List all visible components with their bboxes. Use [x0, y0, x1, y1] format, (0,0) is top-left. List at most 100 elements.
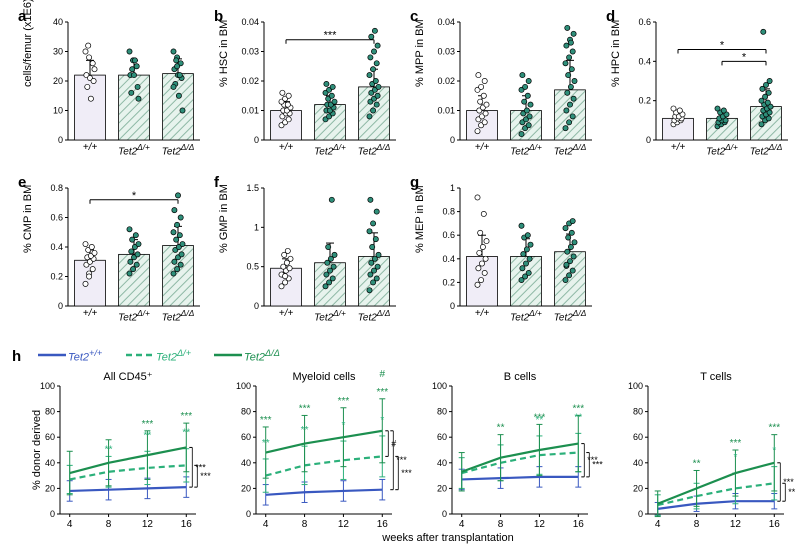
- datapoint: [332, 252, 337, 257]
- svg-text:0.03: 0.03: [437, 47, 455, 57]
- panel-letter-c: c: [410, 8, 418, 25]
- datapoint: [332, 99, 337, 104]
- svg-text:*: *: [733, 452, 737, 463]
- datapoint: [174, 58, 179, 63]
- datapoint: [171, 230, 176, 235]
- series-line: [70, 487, 187, 491]
- xtick-label: +/+: [264, 308, 308, 323]
- series-line: [266, 490, 383, 495]
- datapoint: [570, 218, 575, 223]
- xtick-label: +/+: [264, 142, 308, 157]
- datapoint: [371, 221, 376, 226]
- svg-text:12: 12: [534, 519, 546, 530]
- datapoint: [372, 28, 377, 33]
- svg-text:0: 0: [246, 509, 251, 519]
- datapoint: [180, 108, 185, 113]
- bar: [75, 260, 106, 306]
- datapoint: [565, 90, 570, 95]
- svg-text:0: 0: [442, 509, 447, 519]
- datapoint: [571, 96, 576, 101]
- datapoint: [180, 241, 185, 246]
- datapoint: [520, 266, 525, 271]
- svg-text:20: 20: [437, 483, 447, 493]
- datapoint: [129, 90, 134, 95]
- datapoint: [528, 102, 533, 107]
- svg-text:#: #: [380, 369, 386, 380]
- svg-text:***: ***: [260, 415, 272, 426]
- svg-text:0.04: 0.04: [437, 17, 455, 27]
- svg-text:80: 80: [437, 407, 447, 417]
- svg-text:**: **: [144, 430, 152, 441]
- panel-letter-h: h: [12, 348, 21, 365]
- datapoint: [765, 100, 770, 105]
- datapoint: [482, 120, 487, 125]
- datapoint: [767, 78, 772, 83]
- svg-text:10: 10: [53, 106, 63, 116]
- svg-text:1: 1: [254, 222, 259, 232]
- datapoint: [367, 73, 372, 78]
- datapoint: [572, 78, 577, 83]
- datapoint: [133, 233, 138, 238]
- datapoint: [178, 262, 183, 267]
- datapoint: [525, 93, 530, 98]
- svg-text:0.4: 0.4: [442, 254, 455, 264]
- svg-text:20: 20: [241, 483, 251, 493]
- datapoint: [91, 78, 96, 83]
- svg-text:0: 0: [646, 135, 651, 145]
- datapoint: [288, 256, 293, 261]
- xtick-label: Tet2Δ/Δ: [548, 308, 592, 323]
- datapoint: [83, 49, 88, 54]
- svg-text:4: 4: [263, 519, 269, 530]
- datapoint: [527, 256, 532, 261]
- bar: [359, 87, 390, 140]
- xtick-label: Tet2Δ/+: [700, 142, 744, 157]
- datapoint: [567, 120, 572, 125]
- svg-text:0.6: 0.6: [50, 213, 63, 223]
- yaxis-label: % MPP in BM: [414, 19, 426, 87]
- barplot-d: 00.20.40.6**: [622, 12, 792, 162]
- barplot-f: 00.511.5: [230, 178, 400, 328]
- xtick-label: Tet2Δ/Δ: [156, 142, 200, 157]
- svg-text:100: 100: [236, 381, 251, 391]
- svg-text:20: 20: [53, 76, 63, 86]
- datapoint: [524, 247, 529, 252]
- panel-letter-b: b: [214, 8, 223, 25]
- svg-text:60: 60: [633, 432, 643, 442]
- datapoint: [367, 114, 372, 119]
- svg-text:0: 0: [254, 135, 259, 145]
- svg-text:**: **: [536, 415, 544, 426]
- panel-letter-e: e: [18, 174, 26, 191]
- datapoint: [527, 114, 532, 119]
- datapoint: [524, 108, 529, 113]
- barplot-b: 00.010.020.030.04***: [230, 12, 400, 162]
- svg-text:0: 0: [254, 301, 259, 311]
- svg-text:**: **: [182, 428, 190, 439]
- svg-text:80: 80: [633, 407, 643, 417]
- xtick-label: Tet2Δ/Δ: [352, 308, 396, 323]
- svg-text:#: #: [391, 439, 396, 449]
- xtick-label: Tet2Δ/Δ: [352, 142, 396, 157]
- datapoint: [85, 84, 90, 89]
- datapoint: [135, 252, 140, 257]
- datapoint: [285, 102, 290, 107]
- line-panel: 020406080100481216************All CD45⁺*…: [30, 368, 216, 543]
- xtick-label: Tet2Δ/Δ: [744, 142, 788, 157]
- svg-text:60: 60: [437, 432, 447, 442]
- svg-text:0.2: 0.2: [442, 277, 455, 287]
- datapoint: [478, 230, 483, 235]
- svg-text:*: *: [341, 420, 345, 431]
- datapoint: [172, 259, 177, 264]
- datapoint: [525, 233, 530, 238]
- svg-text:20: 20: [45, 483, 55, 493]
- svg-text:**: **: [788, 487, 796, 497]
- datapoint: [287, 266, 292, 271]
- datapoint: [136, 96, 141, 101]
- datapoint: [519, 223, 524, 228]
- datapoint: [178, 215, 183, 220]
- svg-text:0.4: 0.4: [638, 56, 651, 66]
- datapoint: [375, 43, 380, 48]
- legend-item-0: Tet2+/+: [68, 348, 102, 364]
- datapoint: [566, 73, 571, 78]
- datapoint: [90, 61, 95, 66]
- svg-text:0.2: 0.2: [50, 272, 63, 282]
